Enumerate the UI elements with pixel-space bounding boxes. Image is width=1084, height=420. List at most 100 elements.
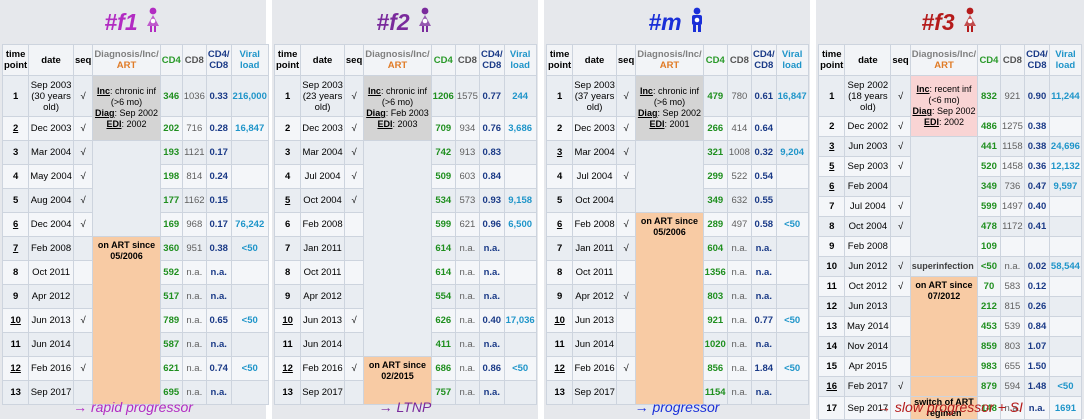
edi-text: : 2001	[664, 119, 690, 129]
date-value: Oct 2004	[303, 195, 342, 206]
cd8-cell: n.a.	[726, 356, 752, 381]
seq-check: √	[623, 171, 629, 182]
viral-load-cell: 6,500	[503, 212, 537, 237]
col-seq: seq	[343, 44, 365, 76]
col-cd4: CD4	[159, 44, 183, 76]
switch-text: regimen	[926, 408, 962, 418]
time-point-value: 11	[826, 281, 837, 292]
time-point: 2	[1, 116, 30, 141]
seq-check: √	[80, 363, 86, 374]
col-label: time point	[820, 49, 844, 71]
date-value: May 2004	[30, 171, 72, 182]
time-point: 9	[273, 284, 302, 309]
col-label: date	[584, 54, 605, 66]
time-point-value: 7	[556, 243, 563, 254]
seq-check: √	[80, 171, 86, 182]
ratio-cell: 0.15	[205, 188, 232, 213]
viral-load-value: <50	[1057, 381, 1074, 392]
cd8-cell: 803	[999, 336, 1026, 357]
viral-load-cell: <50	[1048, 376, 1083, 397]
age-value: old)	[43, 101, 59, 113]
cd4-value: 198	[163, 171, 180, 182]
cd8-value: 583	[1004, 281, 1021, 292]
date-value: Jan 2011	[303, 243, 342, 254]
diagnosis-cell: Inc: recent inf (<6 mo) Diag: Sep 2002 EDI:…	[909, 75, 979, 137]
cd8-cell: 655	[999, 356, 1026, 377]
date-cell: Jan 2011	[572, 236, 617, 261]
cd8-value: n.a.	[186, 315, 203, 326]
viral-load-value: <50	[512, 363, 529, 374]
time-point: 16	[817, 376, 846, 397]
cd4-cell: 1356	[702, 260, 728, 285]
ratio-cell: n.a.	[205, 332, 232, 357]
cd4-value: 983	[981, 361, 997, 372]
col-diagnosis: Diagnosis/Inc/ART	[909, 44, 979, 76]
seq-cell: √	[890, 196, 911, 217]
viral-load-cell	[230, 284, 269, 309]
date-cell: Jul 2004	[844, 196, 892, 217]
col-label: CD4	[705, 54, 725, 66]
seq-check: √	[897, 90, 904, 102]
time-point-value: 4	[556, 171, 563, 182]
cd4-value: 856	[707, 363, 724, 374]
cd8-cell: 1036	[181, 75, 207, 117]
cd4-cell: 212	[977, 296, 1001, 317]
inc-label: Inc	[96, 86, 110, 96]
cd4-cell: 856	[702, 356, 728, 381]
time-point-value: 9	[284, 291, 291, 302]
time-point-value: 8	[12, 267, 19, 278]
ratio-cell	[1024, 236, 1050, 257]
table-row: 3 Mar 2004 √ 193 1121 0.17	[1, 140, 269, 237]
time-point-value: 2	[12, 123, 19, 134]
cd4-cell: 321	[702, 140, 728, 165]
time-point: 1	[1, 75, 30, 117]
time-point: 7	[545, 236, 574, 261]
cd4-cell: 346	[159, 75, 183, 117]
viral-load-cell: 16,847	[775, 75, 809, 117]
diagnosis-cell: Inc: chronic inf (>6 mo) Diag: Feb 2003 EDI…	[363, 75, 432, 141]
cd8-value: 497	[731, 219, 748, 230]
date-value: Apr 2015	[848, 361, 888, 372]
ratio-value: 0.61	[754, 90, 774, 102]
date-cell: Sep 2017	[28, 380, 74, 405]
ratio-cell: 0.58	[750, 212, 777, 237]
time-point: 5	[817, 156, 846, 177]
ratio-cell: 0.02	[1024, 256, 1050, 277]
date-cell: Dec 2003	[300, 116, 345, 141]
ratio-cell: 0.17	[205, 140, 232, 165]
col-label: CD8	[209, 60, 229, 71]
time-point: 8	[817, 216, 846, 237]
art-text: on ART since	[915, 280, 973, 290]
ratio-cell: 0.84	[1024, 316, 1050, 337]
cd4-cell: 478	[977, 216, 1001, 237]
date-value: Feb 2016	[302, 363, 343, 374]
ratio-value: 0.24	[209, 171, 228, 182]
col-date: date	[572, 44, 617, 76]
age-value: (23 years	[302, 90, 343, 102]
cd8-value: 815	[1004, 301, 1021, 312]
diag-label: Diag	[94, 108, 115, 118]
date-cell: Jul 2004	[572, 164, 617, 189]
cd4-cell: 202	[159, 116, 183, 141]
ratio-value: 0.86	[482, 363, 502, 374]
date-value: Sep 2003	[574, 79, 615, 91]
col-label: Diagnosis/Inc/	[365, 49, 430, 60]
time-point-value: 9	[12, 291, 19, 302]
diag-label: Diag	[912, 106, 932, 116]
date-cell: Sep 2003 (23 years old)	[300, 75, 345, 117]
col-time-point: time point	[545, 44, 574, 76]
table-row: 8 Oct 2011 592 n.a. n.a.	[1, 260, 269, 285]
seq-cell	[343, 284, 365, 309]
edi-label: EDI	[377, 119, 393, 129]
table-row: 1 Sep 2002 (18 years old) √ Inc: recent inf (<…	[817, 75, 1083, 137]
diag-label: Diag	[637, 108, 658, 118]
col-label: time point	[4, 49, 28, 71]
ratio-value: 1.50	[1027, 361, 1047, 372]
seq-check: √	[351, 147, 357, 158]
time-point-value: 3	[556, 147, 563, 158]
seq-cell: √	[890, 376, 911, 397]
time-point: 10	[817, 256, 846, 277]
cd8-cell: n.a.	[454, 260, 480, 285]
table-row: 9 Feb 2008 109	[817, 236, 1083, 257]
cd8-value: 921	[1004, 90, 1021, 102]
